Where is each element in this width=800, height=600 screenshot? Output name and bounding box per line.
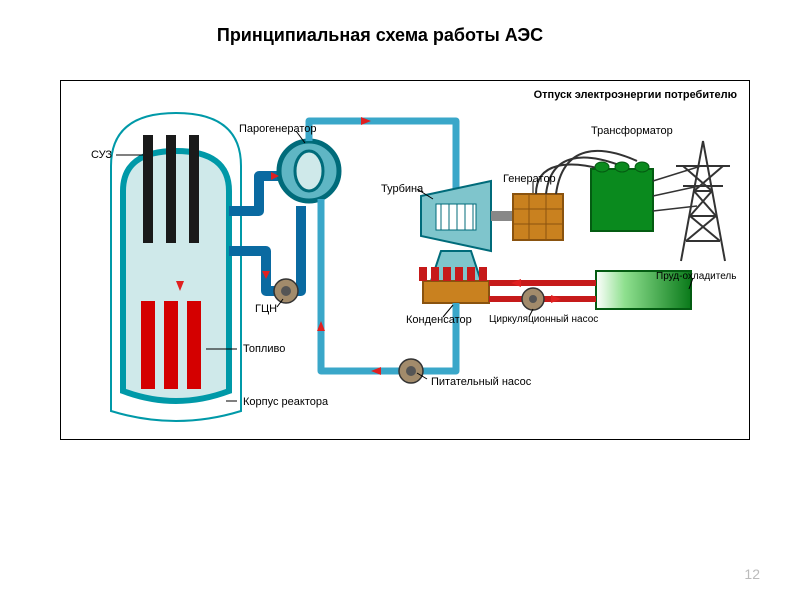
- label-mcp: ГЦН: [255, 303, 277, 315]
- label-reactor-vessel: Корпус реактора: [243, 396, 328, 408]
- label-turbine: Турбина: [381, 183, 423, 195]
- label-suz: СУЗ: [91, 149, 112, 161]
- label-steam-gen: Парогенератор: [239, 123, 316, 135]
- label-cooling-pond: Пруд-охладитель: [656, 271, 736, 282]
- label-circ-pump: Циркуляционный насос: [489, 314, 598, 325]
- label-electricity-out: Отпуск электроэнергии потребителю: [534, 89, 737, 101]
- label-transformer: Трансформатор: [591, 125, 673, 137]
- label-feed-pump: Питательный насос: [431, 376, 531, 388]
- diagram-title: Принципиальная схема работы АЭС: [0, 25, 760, 46]
- label-condenser: Конденсатор: [406, 314, 472, 326]
- diagram-frame: Отпуск электроэнергии потребителю Трансф…: [60, 80, 750, 440]
- label-generator: Генератор: [503, 173, 556, 185]
- label-fuel: Топливо: [243, 343, 285, 355]
- page-number: 12: [744, 566, 760, 582]
